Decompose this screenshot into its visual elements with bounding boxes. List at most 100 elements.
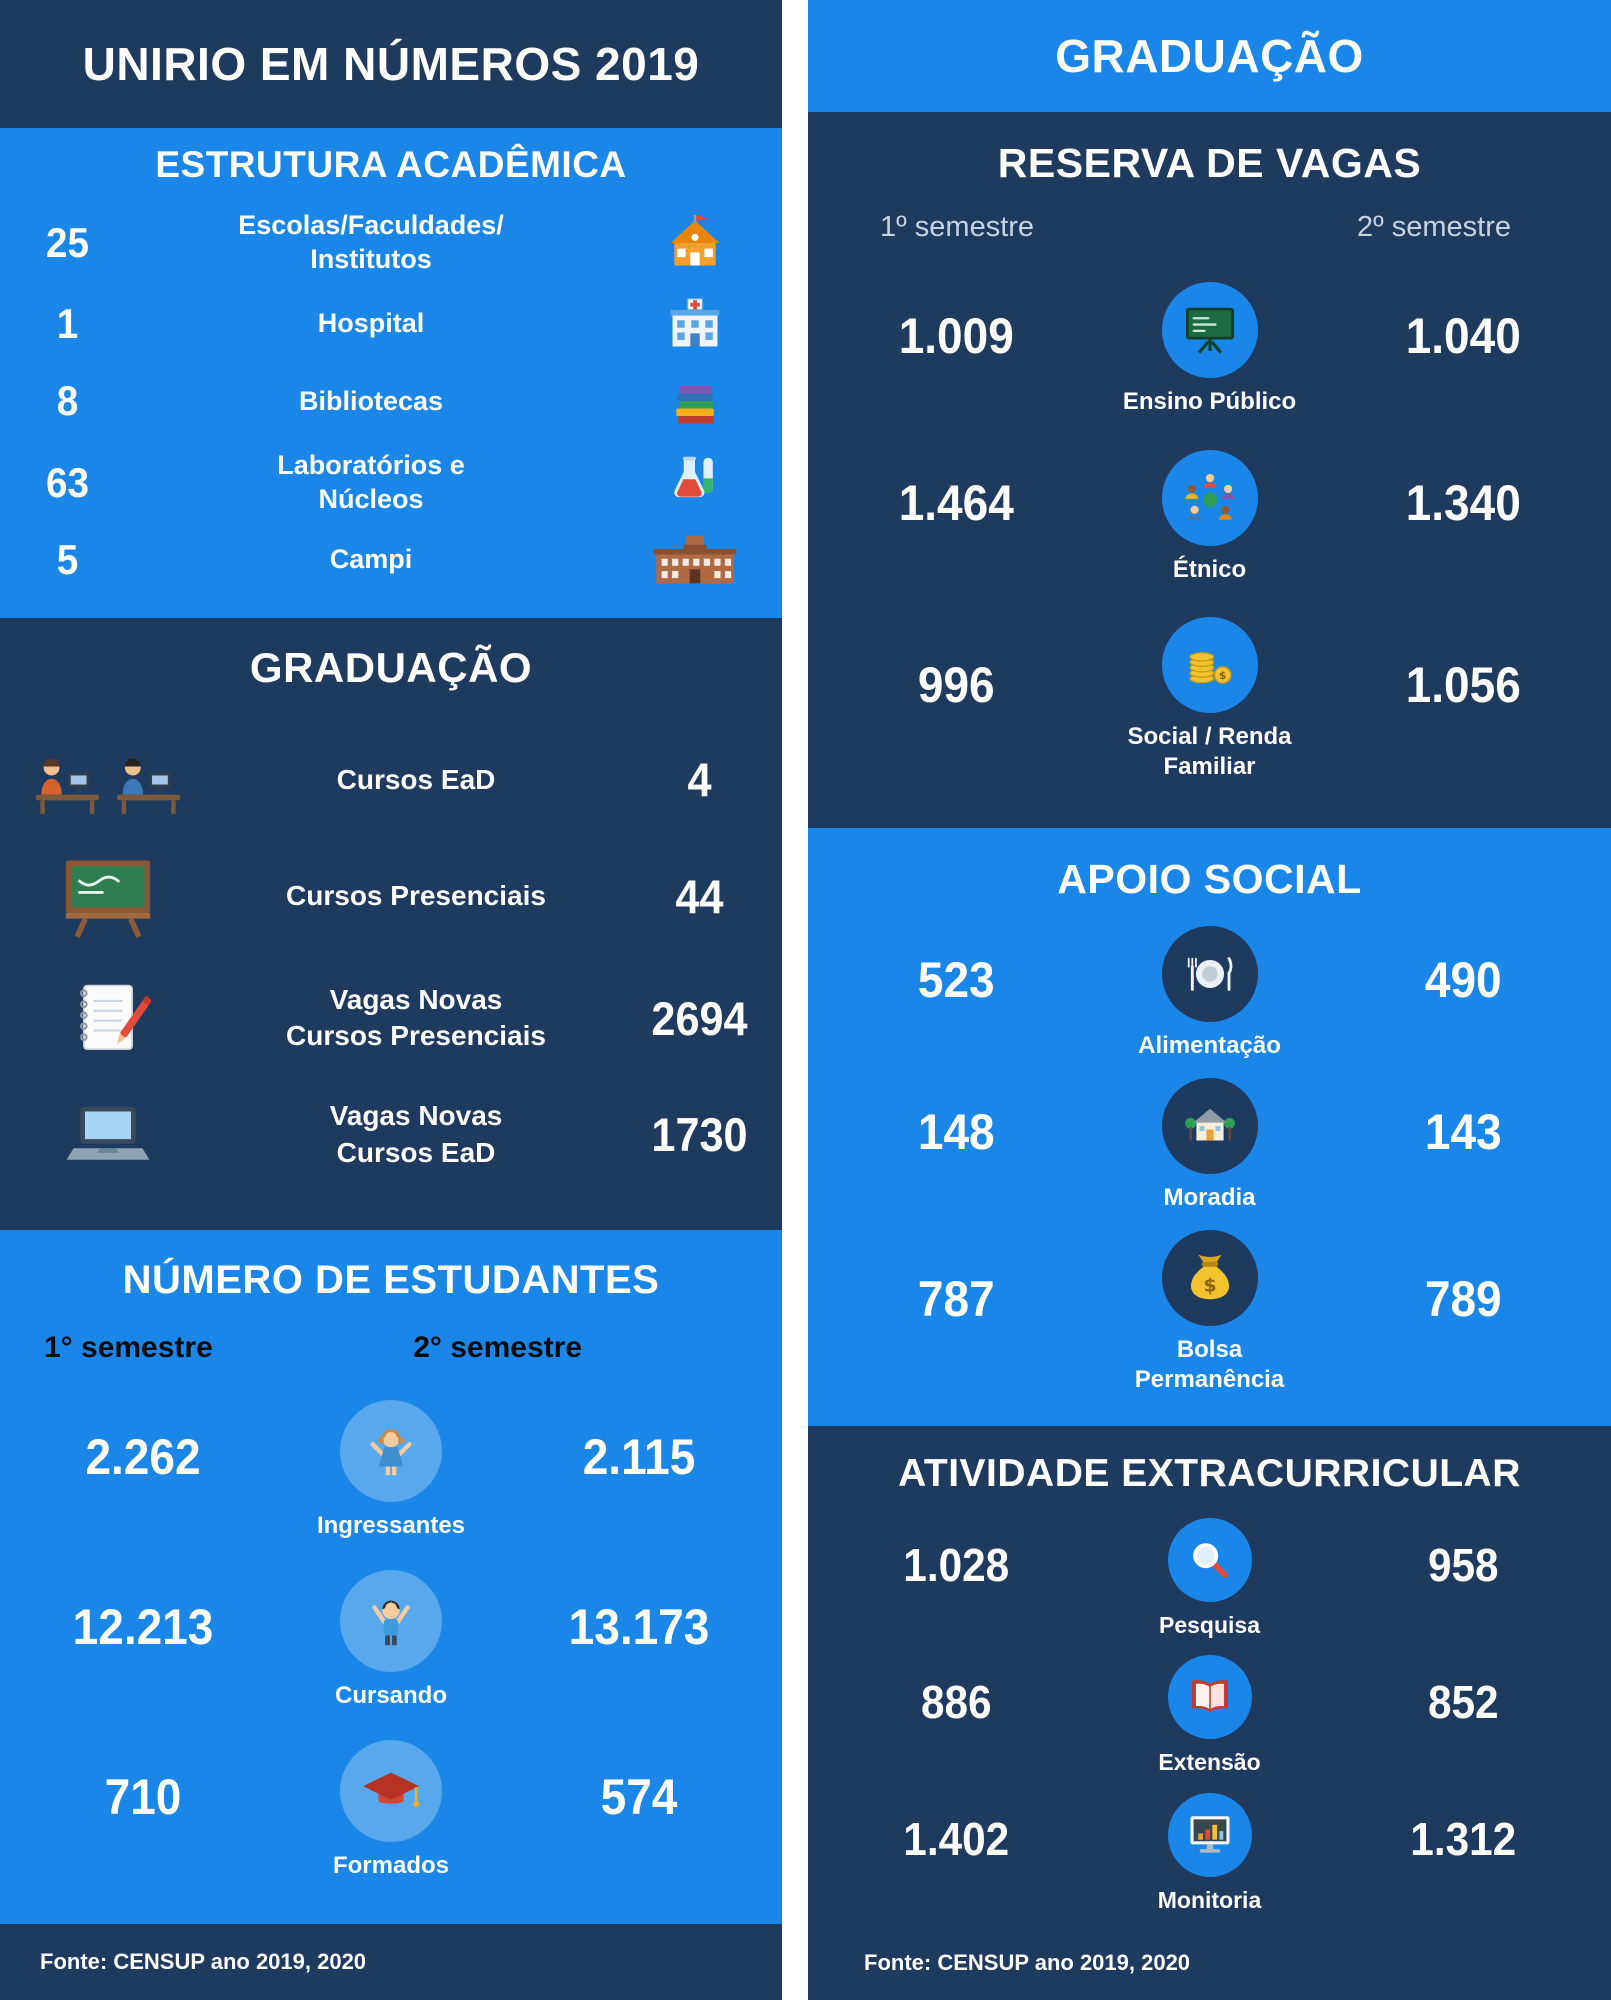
graduacao-value: 44 xyxy=(675,870,724,924)
row-label: Pesquisa xyxy=(1159,1611,1260,1638)
graduacao-label: Vagas Novas Cursos EaD xyxy=(329,1100,503,1168)
section-reserva-vagas: RESERVA DE VAGAS 1º semestre 2º semestre… xyxy=(808,112,1611,828)
estudantes-title: NÚMERO DE ESTUDANTES xyxy=(122,1258,660,1302)
estudantes-row-cursando: 12.213 Cursando 13.173 xyxy=(0,1570,782,1711)
campus-building-icon xyxy=(607,534,782,587)
estrutura-value: 1 xyxy=(56,300,79,348)
meal-plate-icon xyxy=(1161,926,1258,1022)
value-sem2: 789 xyxy=(1424,1270,1502,1327)
ead-students-icon xyxy=(0,745,215,815)
estrutura-row-campi: 5 Campi xyxy=(0,534,782,587)
value-sem2: 1.340 xyxy=(1405,475,1521,531)
row-label: Étnico xyxy=(1172,555,1247,583)
row-label: Ensino Público xyxy=(1122,388,1297,416)
estrutura-row-hospital: 1 Hospital xyxy=(0,294,782,354)
estrutura-value: 25 xyxy=(46,219,89,267)
value-sem1: 523 xyxy=(917,951,995,1008)
value-sem1: 996 xyxy=(917,657,995,714)
row-label: Alimentação xyxy=(1138,1032,1281,1059)
school-icon xyxy=(607,213,782,273)
row-label: Monitoria xyxy=(1157,1886,1262,1913)
apoio-row-moradia: 148 Moradia 143 xyxy=(808,1078,1611,1213)
reserva-row-ensino-publico: 1.009 Ensino Público 1.040 xyxy=(808,282,1611,417)
source-text: Fonte: CENSUP ano 2019, 2020 xyxy=(40,1949,367,1974)
books-icon xyxy=(607,371,782,431)
atividade-row-monitoria: 1.402 Monitoria 1.312 xyxy=(808,1792,1611,1915)
graduacao-row-presenciais: Cursos Presenciais 44 xyxy=(0,856,782,938)
value-sem2: 2.115 xyxy=(582,1428,696,1485)
graduacao-row-vagas-ead: Vagas Novas Cursos EaD 1730 xyxy=(0,1098,782,1171)
value-sem1: 2.262 xyxy=(85,1428,201,1485)
hospital-icon xyxy=(607,294,782,354)
row-label: Moradia xyxy=(1163,1184,1256,1211)
right-title: GRADUAÇÃO xyxy=(1055,30,1364,82)
value-sem1: 886 xyxy=(920,1676,992,1728)
estrutura-label: Laboratórios e Núcleos xyxy=(277,449,465,514)
laptop-icon xyxy=(0,1100,215,1169)
graduacao-value: 2694 xyxy=(651,991,748,1045)
graduacao-value: 1730 xyxy=(651,1108,748,1162)
value-sem2: 13.173 xyxy=(568,1598,710,1655)
section-atividade-extracurricular: ATIVIDADE EXTRACURRICULAR 1.028 Pesquisa… xyxy=(808,1426,1611,2000)
sem2-label: 2º semestre xyxy=(1356,211,1511,243)
apoio-rows: 523 Alimentação 490 148 xyxy=(808,903,1611,1426)
section-estrutura-academica: ESTRUTURA ACADÊMICA 25 Escolas/Faculdade… xyxy=(0,128,782,618)
value-sem2: 1.040 xyxy=(1405,307,1521,364)
value-sem1: 1.028 xyxy=(903,1538,1010,1591)
estrutura-row-bibliotecas: 8 Bibliotecas xyxy=(0,371,782,431)
right-footer: Fonte: CENSUP ano 2019, 2020 xyxy=(808,1944,1611,2000)
estrutura-label: Hospital xyxy=(317,308,425,339)
atividade-rows: 1.028 Pesquisa 958 886 xyxy=(808,1496,1611,1944)
reserva-row-social-renda: 996 $ Social / Renda Familiar 1.056 xyxy=(808,616,1611,782)
graduacao-rows: Cursos EaD 4 Cursos Presenciais 44 Vagas… xyxy=(0,692,782,1230)
value-sem2: 143 xyxy=(1424,1103,1502,1160)
row-label: Ingressantes xyxy=(316,1512,466,1539)
section-apoio-social: APOIO SOCIAL 523 Alimentação 490 148 xyxy=(808,828,1611,1426)
right-column: GRADUAÇÃO RESERVA DE VAGAS 1º semestre 2… xyxy=(808,0,1611,2000)
magnifier-icon xyxy=(1167,1517,1252,1602)
semester-header: 1° semestre 2° semestre xyxy=(0,1303,782,1365)
left-footer: Fonte: CENSUP ano 2019, 2020 xyxy=(0,1924,782,2000)
sem1-label: 1º semestre xyxy=(880,211,1035,243)
value-sem1: 1.402 xyxy=(903,1813,1010,1866)
value-sem1: 12.213 xyxy=(72,1598,214,1655)
atividade-row-pesquisa: 1.028 Pesquisa 958 xyxy=(808,1517,1611,1640)
value-sem2: 852 xyxy=(1427,1676,1499,1728)
right-title-band: GRADUAÇÃO xyxy=(808,0,1611,112)
atividade-row-extensao: 886 Extensão 852 xyxy=(808,1655,1611,1777)
reserva-rows: 1.009 Ensino Público 1.040 1.464 xyxy=(808,244,1611,828)
house-icon xyxy=(1161,1078,1258,1174)
graduacao-title: GRADUAÇÃO xyxy=(249,644,533,691)
value-sem2: 958 xyxy=(1427,1538,1499,1591)
section-graduacao-left: GRADUAÇÃO Cursos EaD 4 Cursos Presenciai… xyxy=(0,618,782,1230)
graduacao-label: Cursos EaD xyxy=(336,763,496,795)
value-sem1: 1.464 xyxy=(898,475,1014,531)
ethnic-group-icon xyxy=(1161,449,1258,546)
lab-flasks-icon xyxy=(607,453,782,513)
estrutura-row-laboratorios: 63 Laboratórios e Núcleos xyxy=(0,449,782,517)
public-board-icon xyxy=(1161,282,1258,379)
sem2-label: 2° semestre xyxy=(413,1331,582,1364)
atividade-title: ATIVIDADE EXTRACURRICULAR xyxy=(898,1452,1521,1495)
value-sem2: 574 xyxy=(600,1768,678,1825)
row-label: Social / Renda Familiar xyxy=(1127,722,1292,780)
section-numero-estudantes: NÚMERO DE ESTUDANTES 1° semestre 2° seme… xyxy=(0,1230,782,1924)
monitor-chart-icon xyxy=(1167,1792,1252,1877)
row-label: Cursando xyxy=(334,1682,447,1709)
coins-icon: $ xyxy=(1161,616,1258,713)
estrutura-row-escolas: 25 Escolas/Faculdades/ Institutos xyxy=(0,209,782,277)
apoio-title: APOIO SOCIAL xyxy=(1057,856,1362,902)
svg-text:$: $ xyxy=(1203,1275,1216,1297)
estrutura-label: Escolas/Faculdades/ Institutos xyxy=(238,210,504,275)
graduation-cap-icon xyxy=(340,1740,442,1842)
notebook-pen-icon xyxy=(0,979,215,1058)
student-boy-icon xyxy=(340,1570,442,1672)
estrutura-label: Bibliotecas xyxy=(298,385,444,416)
apoio-row-alimentacao: 523 Alimentação 490 xyxy=(808,926,1611,1061)
estrutura-title: ESTRUTURA ACADÊMICA xyxy=(155,144,627,185)
estudantes-row-formados: 710 Formados 574 xyxy=(0,1740,782,1881)
value-sem2: 490 xyxy=(1424,951,1502,1008)
estrutura-rows: 25 Escolas/Faculdades/ Institutos 1 Hosp… xyxy=(0,186,782,610)
estudantes-row-ingressantes: 2.262 Ingressantes 2.115 xyxy=(0,1400,782,1541)
graduacao-value: 4 xyxy=(687,753,712,807)
